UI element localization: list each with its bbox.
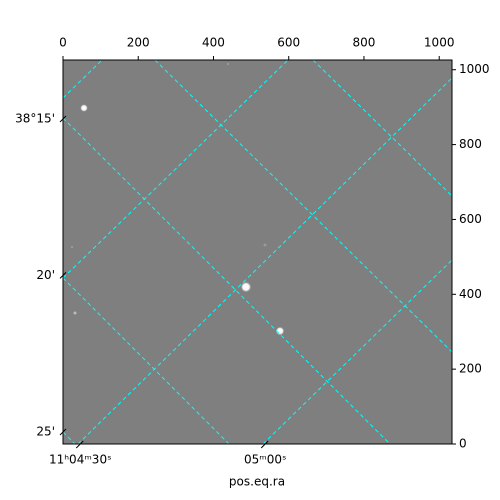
x-tick-label: 600 (277, 36, 300, 50)
dec-tick-label: 25' (36, 424, 55, 438)
x-axis-label: pos.eq.ra (229, 475, 285, 489)
axes-frame (62, 59, 453, 445)
image (63, 60, 452, 444)
y-tick-label: 200 (459, 362, 482, 376)
y-tick-label: 0 (459, 437, 467, 451)
star (70, 245, 74, 249)
star (263, 243, 267, 247)
ra-tick-label: 05ᵐ00ˢ (244, 453, 287, 467)
star (80, 104, 88, 112)
dec-tick (59, 115, 67, 123)
grid-line (312, 59, 453, 197)
x-tick-label: 1000 (424, 36, 455, 50)
star (226, 62, 230, 66)
grid-line (77, 77, 453, 445)
star (73, 311, 77, 315)
grid-line (62, 59, 103, 99)
x-tick-label: 800 (353, 36, 376, 50)
dec-tick (59, 428, 67, 436)
star (240, 281, 252, 293)
y-tick-label: 400 (459, 287, 482, 301)
ra-tick (75, 440, 84, 449)
coordinate-grid (62, 59, 453, 445)
y-tick-label: 800 (459, 137, 482, 151)
x-tick-label: 400 (202, 36, 225, 50)
star (275, 326, 285, 336)
grid-line (62, 431, 76, 445)
x-tick-label: 0 (59, 36, 67, 50)
x-tick-label: 200 (127, 36, 150, 50)
y-tick-label: 600 (459, 212, 482, 226)
ra-tick (260, 440, 269, 449)
stars (70, 62, 285, 336)
ra-tick-label: 11ʰ04ᵐ30ˢ (49, 453, 112, 467)
dec-tick-label: 20' (36, 268, 55, 282)
y-tick-label: 1000 (459, 62, 490, 76)
grid-line (262, 259, 453, 445)
dec-tick-label: 38°15' (15, 111, 55, 125)
dec-tick (59, 272, 67, 279)
grid-line (62, 59, 289, 279)
